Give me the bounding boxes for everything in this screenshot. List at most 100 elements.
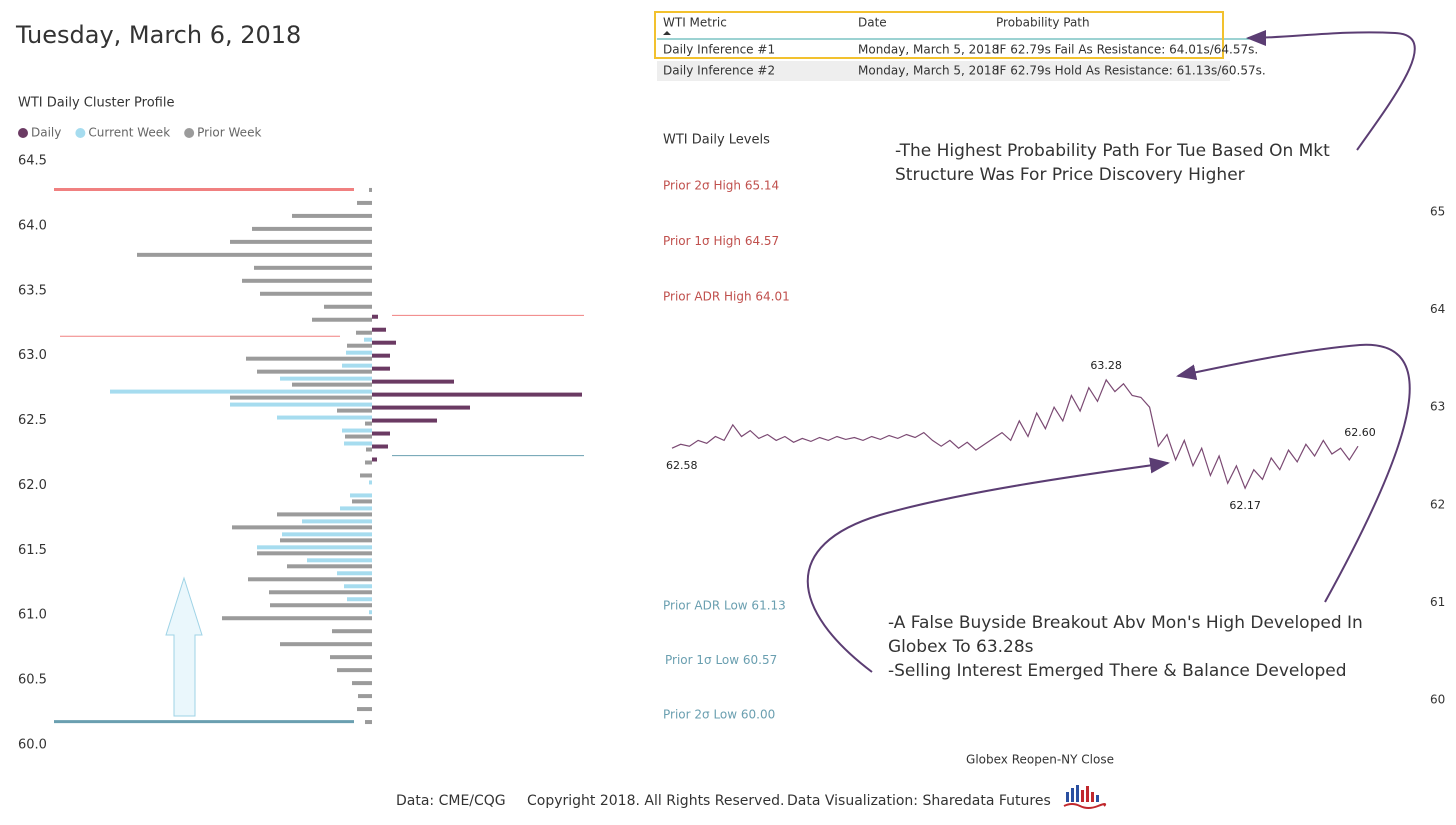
profile-bar <box>350 493 372 498</box>
profile-bar <box>347 597 372 602</box>
profile-bar <box>292 213 372 218</box>
profile-bar <box>372 314 378 319</box>
profile-bar <box>312 317 372 322</box>
y-tick-label: 62.0 <box>18 478 47 493</box>
cell: IF 62.79s Hold As Resistance: 61.13s/60.… <box>996 64 1266 78</box>
profile-bar <box>287 564 372 569</box>
profile-bar <box>369 480 372 485</box>
footer-text: Data Visualization: Sharedata Futures <box>787 793 1051 809</box>
profile-bar <box>365 460 372 465</box>
profile-bar <box>372 353 390 358</box>
y-tick-label: 61.0 <box>18 608 47 623</box>
profile-bar <box>372 327 386 332</box>
profile-bar <box>302 519 372 524</box>
data-label: 62.58 <box>666 459 698 472</box>
profile-bar <box>372 431 390 436</box>
annotations: -The Highest Probability Path For Tue Ba… <box>888 141 1363 681</box>
arrow <box>1176 343 1411 603</box>
profile-bar <box>337 571 372 576</box>
profile-bar <box>242 278 372 283</box>
y-tick-label: 64 <box>1430 302 1445 316</box>
profile-bar <box>324 304 372 309</box>
y-tick-label: 62.5 <box>18 413 47 428</box>
level-label: Prior 2σ Low 60.00 <box>663 708 775 722</box>
arrow <box>1246 29 1416 151</box>
up-arrow <box>165 576 203 717</box>
data-label: 63.28 <box>1090 359 1122 372</box>
profile-bar <box>364 337 372 342</box>
profile-bar <box>369 610 372 615</box>
profile-bar <box>254 265 372 270</box>
profile-bar <box>246 356 372 361</box>
profile-bar <box>342 428 372 433</box>
profile-bar <box>342 363 372 368</box>
sort-arrow[interactable] <box>663 31 671 35</box>
profile-bar <box>230 395 372 400</box>
logo <box>1063 785 1107 809</box>
y-tick-label: 63 <box>1430 400 1445 414</box>
legend-label: Prior Week <box>197 126 261 140</box>
profile-bar <box>137 252 372 257</box>
profile-bar <box>232 525 372 530</box>
profile-bar <box>230 239 372 244</box>
level-label: Prior 1σ Low 60.57 <box>665 653 777 667</box>
profile-bar <box>357 200 372 205</box>
profile-bar <box>372 366 390 371</box>
profile-bar <box>277 512 372 517</box>
profile-bar <box>337 668 372 673</box>
footer-text: Copyright 2018. All Rights Reserved. <box>527 793 784 809</box>
profile-bar <box>280 376 372 381</box>
profile-bar <box>372 405 470 410</box>
profile-bar <box>372 418 437 423</box>
profile-bar <box>292 382 372 387</box>
profile-bar <box>280 642 372 647</box>
cell: IF 62.79s Fail As Resistance: 64.01s/64.… <box>996 43 1258 57</box>
profile-bar <box>372 340 396 345</box>
profile-bar <box>280 538 372 543</box>
levels-title: WTI Daily Levels <box>663 133 770 148</box>
y-tick-label: 60.0 <box>18 738 47 753</box>
level-label: Prior ADR High 64.01 <box>663 290 790 304</box>
profile-bar <box>372 392 582 397</box>
profile-bar <box>277 415 372 420</box>
data-label: 62.17 <box>1229 499 1261 512</box>
profile-bar <box>252 226 372 231</box>
y-tick-label: 61 <box>1430 595 1445 609</box>
profile-bar <box>257 545 372 550</box>
y-tick-label: 60 <box>1430 693 1445 707</box>
column-header[interactable]: WTI Metric <box>663 16 727 30</box>
profile-bar <box>330 655 372 660</box>
cell: Daily Inference #2 <box>663 64 775 78</box>
profile-bar <box>269 590 372 595</box>
y-tick-label: 60.5 <box>18 673 47 688</box>
profile-bar <box>340 506 372 511</box>
column-header[interactable]: Date <box>858 16 887 30</box>
profile-bar <box>230 402 372 407</box>
profile-bar <box>260 291 372 296</box>
profile-bar <box>356 330 372 335</box>
y-tick-label: 63.0 <box>18 348 47 363</box>
cell: Monday, March 5, 2018 <box>858 64 999 78</box>
y-tick-label: 63.5 <box>18 283 47 298</box>
data-label: 62.60 <box>1344 426 1376 439</box>
profile-bar <box>369 187 372 192</box>
level-label: Prior 1σ High 64.57 <box>663 234 779 248</box>
profile-bar <box>360 473 372 478</box>
profile-bar <box>352 681 372 686</box>
cluster-title: WTI Daily Cluster Profile <box>18 96 174 111</box>
legend-marker <box>184 128 195 138</box>
y-tick-label: 62 <box>1430 497 1445 511</box>
highlight-box <box>654 11 1224 59</box>
legend-label: Current Week <box>88 126 170 140</box>
page-title: Tuesday, March 6, 2018 <box>15 21 301 49</box>
profile-bar <box>365 421 372 426</box>
legend-label: Daily <box>31 126 61 140</box>
profile-bar <box>346 350 372 355</box>
column-header[interactable]: Probability Path <box>996 16 1090 30</box>
profile-bar <box>257 551 372 556</box>
profile-bar <box>344 441 372 446</box>
annotation: Globex To 63.28s <box>888 637 1034 657</box>
cell: Daily Inference #1 <box>663 43 775 57</box>
profile-bar <box>332 629 372 634</box>
